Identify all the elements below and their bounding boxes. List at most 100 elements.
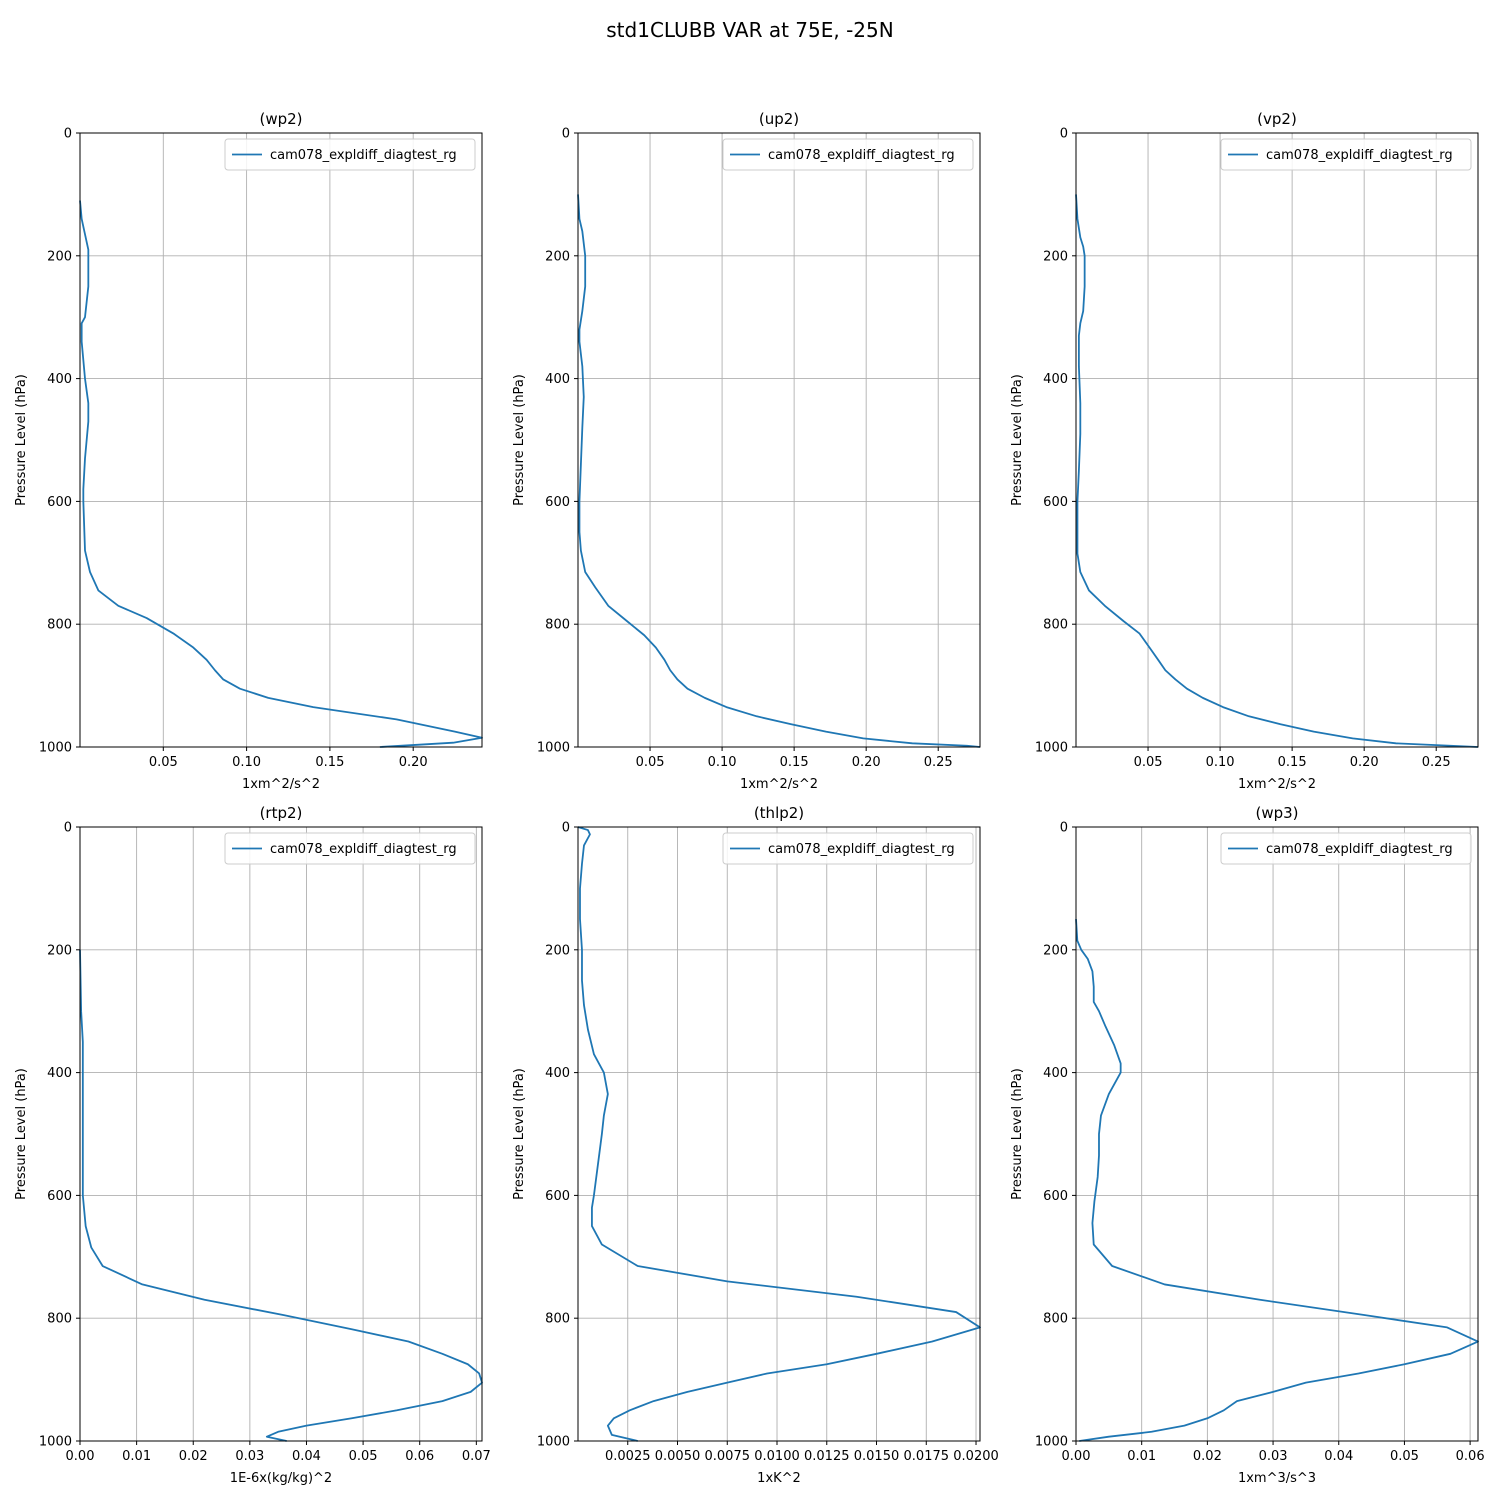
rtp2-legend-label: cam078_expldiff_diagtest_rg [270, 842, 457, 857]
thlp2-ytick-label-1: 200 [545, 943, 570, 958]
wp2-series-line [79, 200, 483, 748]
vp2-xtick-label-3: 0.20 [1350, 755, 1379, 770]
vp2-xtick-label-2: 0.15 [1278, 755, 1307, 770]
wp3-ytick-label-0: 0 [1060, 821, 1068, 836]
wp2-axes-frame [79, 132, 483, 748]
up2-ytick-label-4: 800 [545, 618, 570, 633]
vp2-ytick-label-2: 400 [1043, 372, 1068, 387]
wp3-ytick-label-3: 600 [1043, 1189, 1068, 1204]
rtp2-xtick-label-3: 0.03 [235, 1449, 264, 1464]
wp2-xtick-label-2: 0.15 [315, 755, 344, 770]
wp2-xlabel: 1xm^2/s^2 [242, 777, 320, 792]
thlp2-ytick-label-3: 600 [545, 1189, 570, 1204]
wp3-ytick-label-4: 800 [1043, 1312, 1068, 1327]
panel-wp2: 0.05 0.10 0.15 0.20 0 200 400 600 800 1000 (wp2) 1x… [14, 110, 483, 792]
vp2-ytick-label-0: 0 [1060, 127, 1068, 142]
rtp2-xtick-label-6: 0.06 [405, 1449, 434, 1464]
rtp2-xtick-label-2: 0.02 [179, 1449, 208, 1464]
wp2-ytick-label-3: 600 [47, 495, 72, 510]
wp3-ytick-label-1: 200 [1043, 943, 1068, 958]
rtp2-series-line [79, 949, 483, 1442]
rtp2-legend-box [224, 832, 476, 865]
vp2-title: (vp2) [1257, 110, 1297, 128]
up2-ytick-label-0: 0 [562, 127, 570, 142]
rtp2-ytick-label-2: 400 [47, 1066, 72, 1081]
up2-ytick-label-5: 1000 [537, 741, 570, 756]
panel-thlp2: 0.0025 0.0050 0.0075 0.0100 0.0125 0.0150 0.01… [512, 804, 999, 1486]
thlp2-legend-box [722, 832, 974, 865]
thlp2-xtick-label-5: 0.0150 [854, 1449, 900, 1464]
up2-legend-box [722, 138, 974, 171]
thlp2-legend-label: cam078_expldiff_diagtest_rg [768, 842, 955, 857]
panel-vp2: 0.05 0.10 0.15 0.20 0.25 0 200 400 600 800 1000 (vp… [1010, 110, 1479, 792]
thlp2-xlabel: 1xK^2 [757, 1471, 801, 1486]
thlp2-xtick-label-3: 0.0100 [754, 1449, 800, 1464]
vp2-legend: cam078_expldiff_diagtest_rg [1220, 138, 1472, 171]
wp3-legend: cam078_expldiff_diagtest_rg [1220, 832, 1472, 865]
rtp2-xtick-label-1: 0.01 [122, 1449, 151, 1464]
panel-up2: 0.05 0.10 0.15 0.20 0.25 0 200 400 600 800 1000 (up… [512, 110, 981, 792]
wp2-ytick-label-1: 200 [47, 249, 72, 264]
vp2-xtick-label-1: 0.10 [1206, 755, 1235, 770]
vp2-legend-box [1220, 138, 1472, 171]
wp3-ytick-label-5: 1000 [1035, 1435, 1068, 1450]
rtp2-axes-frame [79, 826, 483, 1442]
up2-xtick-label-1: 0.10 [708, 755, 737, 770]
vp2-series-line [1075, 194, 1479, 748]
thlp2-xtick-label-7: 0.0200 [953, 1449, 999, 1464]
rtp2-ytick-label-4: 800 [47, 1312, 72, 1327]
wp3-xtick-label-0: 0.00 [1062, 1449, 1091, 1464]
wp3-xtick-label-4: 0.04 [1324, 1449, 1353, 1464]
wp2-legend: cam078_expldiff_diagtest_rg [224, 138, 476, 171]
wp3-xtick-label-5: 0.05 [1390, 1449, 1419, 1464]
thlp2-xtick-label-2: 0.0075 [705, 1449, 751, 1464]
up2-series-line [577, 194, 981, 748]
vp2-ytick-label-1: 200 [1043, 249, 1068, 264]
vp2-xtick-label-4: 0.25 [1422, 755, 1451, 770]
wp3-xtick-label-2: 0.02 [1193, 1449, 1222, 1464]
thlp2-ylabel: Pressure Level (hPa) [512, 1068, 527, 1200]
wp3-xtick-label-1: 0.01 [1127, 1449, 1156, 1464]
vp2-ytick-label-3: 600 [1043, 495, 1068, 510]
vp2-axes-frame [1075, 132, 1479, 748]
thlp2-xtick-label-4: 0.0125 [804, 1449, 850, 1464]
vp2-xlabel: 1xm^2/s^2 [1238, 777, 1316, 792]
rtp2-ytick-label-0: 0 [64, 821, 72, 836]
up2-legend: cam078_expldiff_diagtest_rg [722, 138, 974, 171]
wp3-series-line [1075, 919, 1479, 1442]
vp2-legend-label: cam078_expldiff_diagtest_rg [1266, 148, 1453, 163]
rtp2-title: (rtp2) [260, 804, 303, 822]
vp2-ytick-label-5: 1000 [1035, 741, 1068, 756]
thlp2-ytick-label-0: 0 [562, 821, 570, 836]
thlp2-ytick-label-2: 400 [545, 1066, 570, 1081]
wp2-legend-label: cam078_expldiff_diagtest_rg [270, 148, 457, 163]
wp2-ytick-label-4: 800 [47, 618, 72, 633]
wp3-axes-frame [1075, 826, 1479, 1442]
up2-xtick-label-4: 0.25 [924, 755, 953, 770]
thlp2-series-line [577, 826, 981, 1442]
up2-title: (up2) [759, 110, 799, 128]
vp2-ylabel: Pressure Level (hPa) [1010, 374, 1025, 506]
up2-ytick-label-1: 200 [545, 249, 570, 264]
wp2-ylabel: Pressure Level (hPa) [14, 374, 29, 506]
up2-xtick-label-0: 0.05 [636, 755, 665, 770]
wp2-ytick-label-2: 400 [47, 372, 72, 387]
up2-xtick-label-3: 0.20 [852, 755, 881, 770]
up2-xlabel: 1xm^2/s^2 [740, 777, 818, 792]
rtp2-ytick-label-5: 1000 [39, 1435, 72, 1450]
up2-xtick-label-2: 0.15 [780, 755, 809, 770]
wp2-ytick-label-5: 1000 [39, 741, 72, 756]
rtp2-ytick-label-3: 600 [47, 1189, 72, 1204]
thlp2-legend: cam078_expldiff_diagtest_rg [722, 832, 974, 865]
rtp2-xlabel: 1E-6x(kg/kg)^2 [230, 1471, 332, 1486]
wp3-xtick-label-6: 0.06 [1456, 1449, 1485, 1464]
rtp2-ytick-label-1: 200 [47, 943, 72, 958]
up2-ytick-label-3: 600 [545, 495, 570, 510]
wp2-xtick-label-0: 0.05 [149, 755, 178, 770]
rtp2-xtick-label-0: 0.00 [66, 1449, 95, 1464]
panel-rtp2: 0.00 0.01 0.02 0.03 0.04 0.05 0.06 0.07 0 200 400 6… [14, 804, 491, 1486]
up2-axes-frame [577, 132, 981, 748]
